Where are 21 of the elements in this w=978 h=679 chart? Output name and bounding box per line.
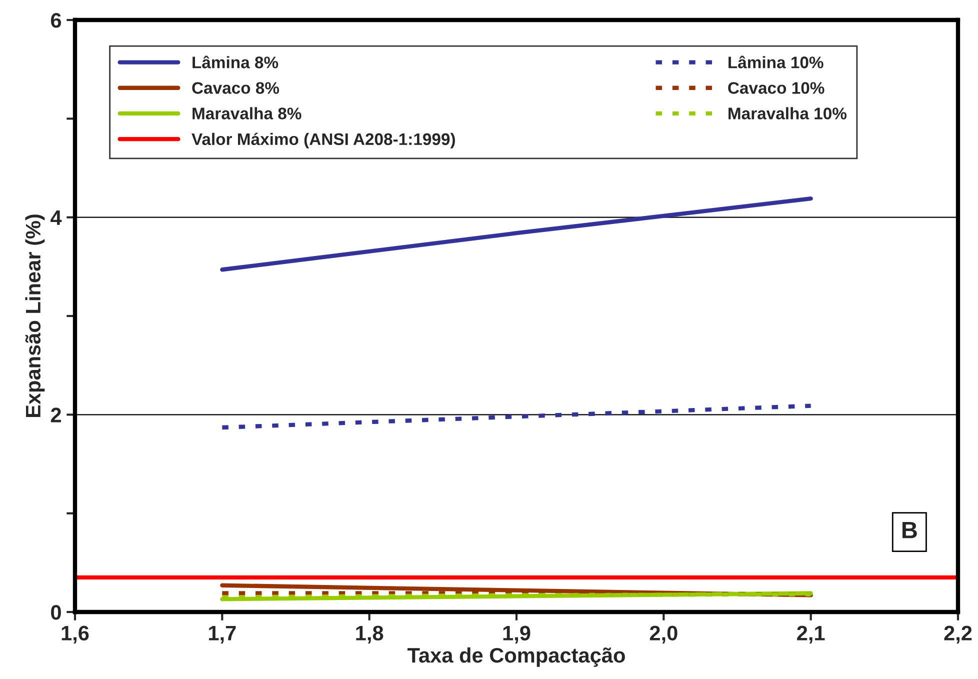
legend-label: Lâmina 10% xyxy=(728,56,824,68)
legend-label: Valor Máximo (ANSI A208-1:1999) xyxy=(192,132,455,148)
y-tick-label: 0 xyxy=(51,605,61,620)
x-tick-label: 1,9 xyxy=(503,626,530,644)
annotation: B xyxy=(902,522,917,538)
y-tick-label: 6 xyxy=(50,13,62,28)
y-tick-label: 4 xyxy=(50,210,62,225)
x-tick-label: 1,8 xyxy=(356,626,384,644)
x-tick-label: 2,0 xyxy=(650,626,678,644)
x-tick-label: 1,6 xyxy=(62,626,89,644)
y-axis-title: Expansão Linear (%) xyxy=(25,214,45,418)
x-tick-label: 1,7 xyxy=(209,626,236,644)
x-tick-label: 2,2 xyxy=(944,626,972,644)
legend-label: Lâmina 8% xyxy=(192,56,278,68)
x-axis-title: Taxa de Compactação xyxy=(408,647,625,667)
legend-label: Maravalha 10% xyxy=(728,107,847,120)
legend-label: Maravalha 8% xyxy=(192,107,302,120)
legend-label: Cavaco 8% xyxy=(192,82,280,94)
x-tick-label: 2,1 xyxy=(797,626,825,644)
legend-label: Cavaco 10% xyxy=(728,82,824,94)
y-tick-label: 2 xyxy=(50,408,61,422)
